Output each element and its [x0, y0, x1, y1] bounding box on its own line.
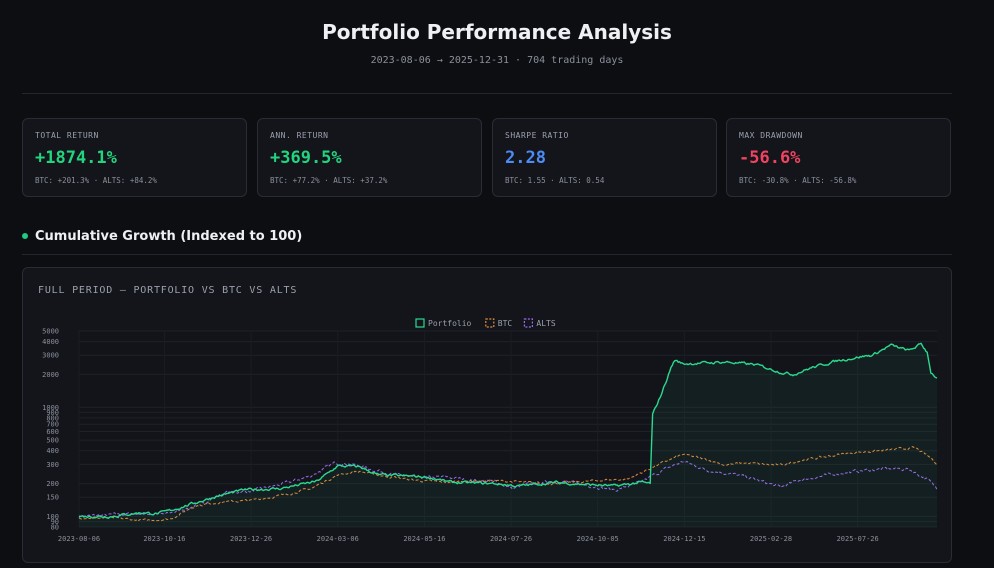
y-tick-label: 800	[46, 414, 59, 422]
section-title-text: Cumulative Growth (Indexed to 100)	[35, 229, 303, 244]
metric-card-sharpe-ratio: SHARPE RATIO 2.28 BTC: 1.55 · ALTS: 0.54	[492, 118, 717, 197]
series-line-btc	[78, 446, 938, 522]
metric-comparison: BTC: +201.3% · ALTS: +84.2%	[35, 176, 157, 185]
page-title: Portfolio Performance Analysis	[322, 20, 672, 44]
x-tick-label: 2025-07-26	[837, 535, 879, 543]
y-tick-label: 4000	[42, 338, 59, 346]
section-title: Cumulative Growth (Indexed to 100)	[22, 229, 302, 244]
chart-title: FULL PERIOD — PORTFOLIO VS BTC VS ALTS	[38, 285, 298, 296]
y-tick-label: 5000	[42, 328, 59, 336]
legend-swatch-portfolio	[415, 318, 425, 328]
metric-value: +1874.1%	[35, 148, 117, 168]
chart-legend: Portfolio BTC ALTS	[415, 318, 556, 328]
metric-label: SHARPE RATIO	[505, 131, 569, 140]
y-tick-label: 900	[46, 409, 59, 417]
x-tick-label: 2024-12-15	[663, 535, 705, 543]
y-tick-label: 80	[51, 524, 59, 532]
y-tick-label: 1000	[42, 404, 59, 412]
page-subtitle: 2023-08-06 → 2025-12-31 · 704 trading da…	[370, 55, 624, 66]
legend-swatch-alts	[523, 318, 533, 328]
y-tick-label: 150	[46, 494, 59, 502]
metric-card-annual-return: ANN. RETURN +369.5% BTC: +77.2% · ALTS: …	[257, 118, 482, 197]
series-line-portfolio	[78, 342, 938, 519]
x-tick-label: 2023-10-16	[143, 535, 185, 543]
metric-comparison: BTC: 1.55 · ALTS: 0.54	[505, 176, 605, 185]
metric-label: TOTAL RETURN	[35, 131, 99, 140]
y-tick-label: 600	[46, 428, 59, 436]
metric-comparison: BTC: +77.2% · ALTS: +37.2%	[270, 176, 388, 185]
metric-value: +369.5%	[270, 148, 342, 168]
legend-label-btc: BTC	[498, 319, 513, 328]
metric-cards: TOTAL RETURN +1874.1% BTC: +201.3% · ALT…	[22, 118, 952, 197]
y-tick-label: 200	[46, 480, 59, 488]
header-divider	[22, 93, 952, 94]
y-tick-label: 2000	[42, 371, 59, 379]
y-tick-label: 700	[46, 421, 59, 429]
x-tick-label: 2025-02-28	[750, 535, 792, 543]
x-tick-label: 2023-08-06	[58, 535, 100, 543]
metric-value: -56.6%	[739, 148, 801, 168]
y-tick-label: 90	[51, 518, 59, 526]
legend-swatch-btc	[485, 318, 495, 328]
y-tick-label: 400	[46, 447, 59, 455]
x-tick-label: 2024-05-16	[403, 535, 445, 543]
y-tick-label: 100	[46, 513, 59, 521]
section-dot-icon	[22, 232, 28, 239]
metric-value: 2.28	[505, 148, 546, 168]
x-tick-label: 2024-07-26	[490, 535, 532, 543]
x-tick-label: 2024-10-05	[577, 535, 619, 543]
metric-comparison: BTC: -30.8% · ALTS: -56.8%	[739, 176, 857, 185]
section-divider	[22, 254, 952, 255]
metric-card-max-drawdown: MAX DRAWDOWN -56.6% BTC: -30.8% · ALTS: …	[726, 118, 951, 197]
legend-label-alts: ALTS	[536, 319, 555, 328]
portfolio-area-fill	[79, 343, 937, 527]
metric-label: ANN. RETURN	[270, 131, 329, 140]
chart-panel: FULL PERIOD — PORTFOLIO VS BTC VS ALTS 8…	[22, 267, 952, 563]
x-tick-label: 2024-03-06	[317, 535, 359, 543]
metric-card-total-return: TOTAL RETURN +1874.1% BTC: +201.3% · ALT…	[22, 118, 247, 197]
y-tick-label: 3000	[42, 352, 59, 360]
metric-label: MAX DRAWDOWN	[739, 131, 803, 140]
y-tick-label: 300	[46, 461, 59, 469]
legend-label-portfolio: Portfolio	[428, 319, 472, 328]
y-tick-label: 500	[46, 437, 59, 445]
x-tick-label: 2023-12-26	[230, 535, 272, 543]
